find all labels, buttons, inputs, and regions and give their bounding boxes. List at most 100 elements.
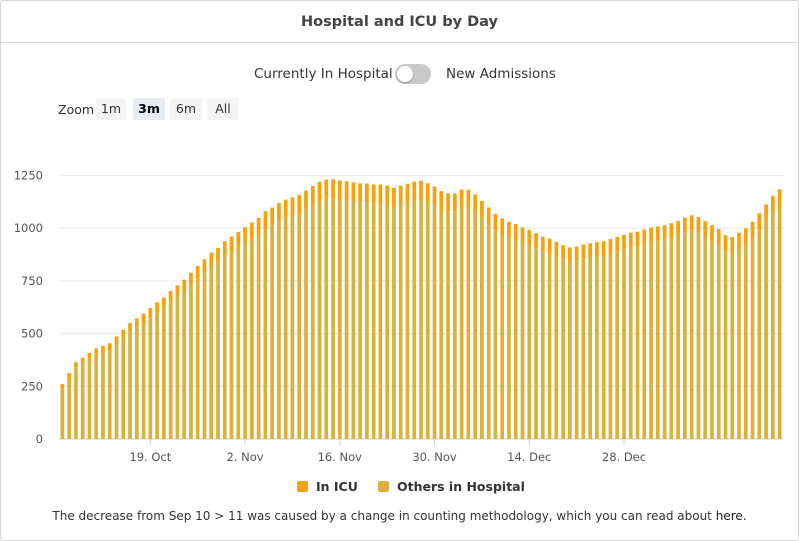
bar-icu (777, 189, 782, 207)
bar-others (304, 209, 308, 439)
bar-others (520, 242, 525, 439)
bar-others (425, 201, 430, 439)
bar-others (412, 200, 417, 439)
bar-others (486, 223, 491, 439)
bar-icu (189, 272, 193, 286)
bar-others (642, 243, 647, 439)
bar-others (101, 352, 105, 439)
bar-others (67, 377, 72, 439)
y-tick-label: 500 (21, 327, 43, 341)
bar-others (683, 232, 687, 439)
bar-icu (669, 223, 674, 238)
bar-icu (588, 243, 593, 258)
bar-icu (757, 213, 762, 231)
bar-others (628, 247, 633, 439)
bar-others (249, 238, 254, 439)
bar-icu (723, 235, 728, 252)
bar-icu (162, 297, 166, 309)
bar-others (392, 207, 396, 439)
bar-others (337, 199, 342, 439)
bar-icu (277, 202, 281, 221)
zoom-all-button[interactable]: All (207, 98, 239, 120)
bar-others (581, 258, 586, 439)
bar-icu (513, 224, 518, 240)
bar-others (134, 327, 139, 439)
x-tick-label: 14. Dec (507, 450, 551, 464)
bar-others (263, 228, 268, 439)
view-toggle-switch[interactable] (395, 64, 431, 84)
zoom-6m-button[interactable]: 6m (170, 98, 202, 120)
new-admissions-label[interactable]: New Admissions (446, 66, 556, 82)
bar-icu (317, 181, 322, 201)
bar-others (561, 259, 565, 439)
bar-others (473, 211, 477, 439)
footnote-text: The decrease from Sep 10 > 11 was caused… (52, 509, 716, 523)
bar-icu (398, 185, 403, 205)
y-tick-label: 750 (21, 274, 43, 288)
bar-icu (439, 190, 444, 210)
bar-others (290, 215, 295, 439)
footnote-end: . (742, 509, 747, 523)
bar-others (209, 266, 214, 439)
bar-icu (486, 207, 491, 224)
bar-others (452, 211, 457, 439)
bar-others (689, 230, 694, 439)
bar-icu (297, 194, 302, 214)
bar-others (236, 247, 241, 439)
y-tick-label: 0 (36, 432, 43, 446)
bar-others (331, 198, 335, 439)
bar-icu (310, 186, 315, 205)
bar-others (770, 213, 775, 439)
bar-icu (601, 241, 606, 256)
bar-others (439, 209, 444, 439)
bar-others (446, 211, 450, 439)
bar-others (459, 207, 464, 439)
zoom-3m-button[interactable]: 3m (133, 98, 165, 120)
bar-icu (710, 225, 714, 241)
bar-icu (574, 246, 579, 261)
x-tick-label: 28. Dec (602, 450, 646, 464)
bar-icu (290, 197, 295, 216)
bar-icu (466, 189, 471, 207)
currently-in-hospital-label[interactable]: Currently In Hospital (254, 66, 393, 82)
bar-others (324, 198, 329, 439)
bar-others (121, 337, 126, 439)
bar-others (507, 237, 511, 439)
bar-icu (107, 343, 112, 351)
bar-icu (229, 236, 234, 252)
bar-icu (649, 227, 653, 242)
bar-icu (696, 217, 701, 233)
bar-icu (94, 348, 99, 355)
bar-others (527, 244, 532, 439)
bar-others (500, 234, 505, 439)
bar-icu (256, 217, 261, 235)
bar-icu (87, 352, 92, 359)
bar-icu (236, 231, 241, 248)
bar-icu (222, 241, 227, 256)
bar-others (74, 367, 78, 439)
bar-others (371, 203, 376, 439)
bar-others (622, 249, 626, 439)
bar-icu (642, 229, 647, 244)
bar-others (378, 203, 383, 439)
bar-icu (493, 213, 498, 231)
bar-icu (554, 242, 559, 257)
bar-others (723, 251, 728, 439)
zoom-1m-button[interactable]: 1m (96, 98, 126, 120)
bar-others (60, 388, 65, 439)
bar-others (588, 257, 593, 439)
bar-icu (209, 252, 214, 267)
bar-others (310, 204, 315, 439)
footnote-link[interactable]: here (715, 509, 743, 523)
bar-others (608, 253, 613, 439)
bar-others (202, 272, 207, 439)
bar-others (655, 240, 660, 439)
bar-icu (134, 318, 139, 328)
bar-icu (703, 221, 708, 237)
bar-others (148, 317, 153, 439)
bar-icu (764, 204, 768, 222)
bar-others (385, 204, 390, 439)
bar-icu (540, 236, 545, 252)
bar-icu (737, 232, 741, 250)
bar-icu (608, 239, 613, 254)
